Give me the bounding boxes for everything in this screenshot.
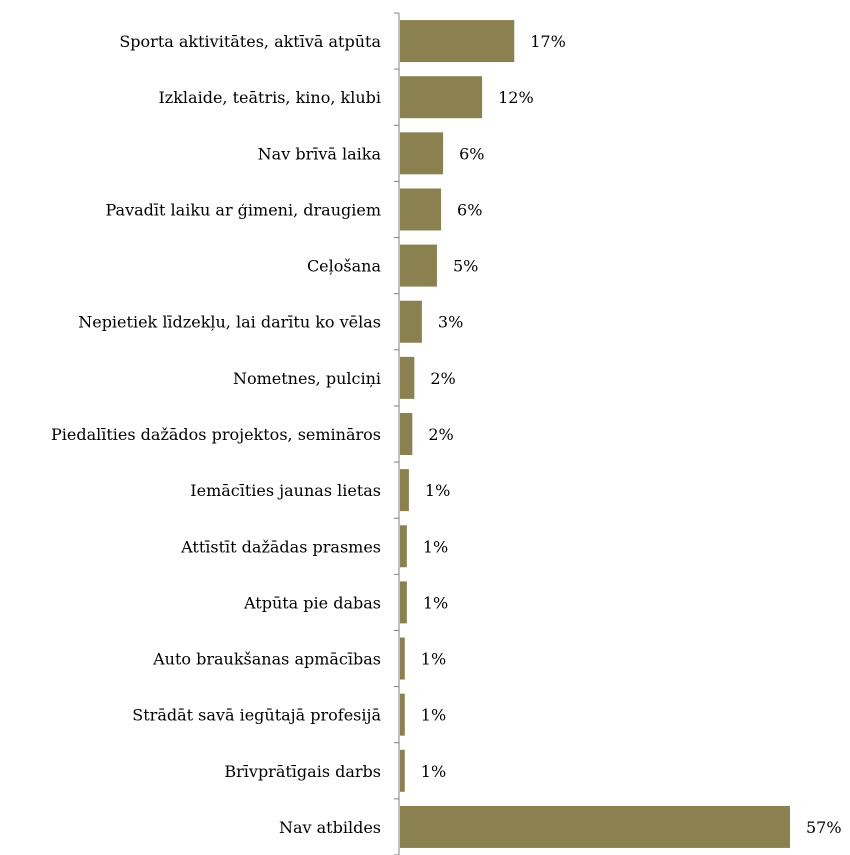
category-label: Atpūta pie dabas <box>243 593 381 612</box>
category-label: Nav atbildes <box>279 818 381 837</box>
category-label: Auto braukšanas apmācības <box>152 650 381 669</box>
value-label: 2% <box>430 369 455 388</box>
value-label: 1% <box>423 593 448 612</box>
bar-0 <box>400 20 515 63</box>
bar-11 <box>400 637 405 680</box>
value-label: 1% <box>423 537 448 556</box>
bar-12 <box>400 693 405 736</box>
value-label: 17% <box>530 32 566 51</box>
bar-8 <box>400 469 409 512</box>
axis-ticks-group <box>394 12 399 855</box>
category-label: Piedalīties dažādos projektos, semināros <box>51 425 381 444</box>
category-labels-group: Sporta aktivitātes, aktīvā atpūta Izklaid… <box>51 32 381 837</box>
value-label: 1% <box>421 706 446 725</box>
category-label: Brīvprātīgais darbs <box>224 762 381 781</box>
value-label: 1% <box>421 650 446 669</box>
bar-14 <box>400 805 790 848</box>
bars-group <box>400 20 790 848</box>
bar-10 <box>400 581 407 624</box>
value-label: 12% <box>498 88 534 107</box>
value-label: 6% <box>459 144 484 163</box>
category-label: Strādāt savā iegūtajā profesijā <box>132 706 381 725</box>
bar-5 <box>400 300 422 343</box>
category-label: Iemācīties jaunas lietas <box>190 481 381 500</box>
category-label: Izklaide, teātris, kino, klubi <box>158 88 381 107</box>
bar-9 <box>400 525 407 568</box>
category-label: Nometnes, pulciņi <box>233 369 381 388</box>
category-label: Pavadīt laiku ar ģimeni, draugiem <box>106 200 382 219</box>
category-label: Ceļošana <box>307 257 382 276</box>
bar-2 <box>400 132 444 175</box>
value-label: 5% <box>453 257 478 276</box>
category-label: Sporta aktivitātes, aktīvā atpūta <box>119 32 381 51</box>
bar-1 <box>400 76 483 119</box>
category-label: Attīstīt dažādas prasmes <box>180 537 381 556</box>
category-label: Nepietiek līdzekļu, lai darītu ko vēlas <box>78 313 381 332</box>
value-label: 3% <box>438 313 463 332</box>
bar-3 <box>400 188 442 231</box>
value-label: 57% <box>806 818 842 837</box>
value-label: 1% <box>425 481 450 500</box>
bar-13 <box>400 749 405 792</box>
value-labels-group: 17% 12% 6% 6% 5% 3% 2% 2% 1% 1% 1% 1% 1% 1% 57% <box>421 32 842 837</box>
bar-4 <box>400 244 437 287</box>
value-label: 2% <box>428 425 453 444</box>
value-label: 6% <box>457 200 482 219</box>
value-label: 1% <box>421 762 446 781</box>
category-label: Nav brīvā laika <box>258 144 382 163</box>
bar-7 <box>400 413 413 455</box>
bar-6 <box>400 356 415 399</box>
